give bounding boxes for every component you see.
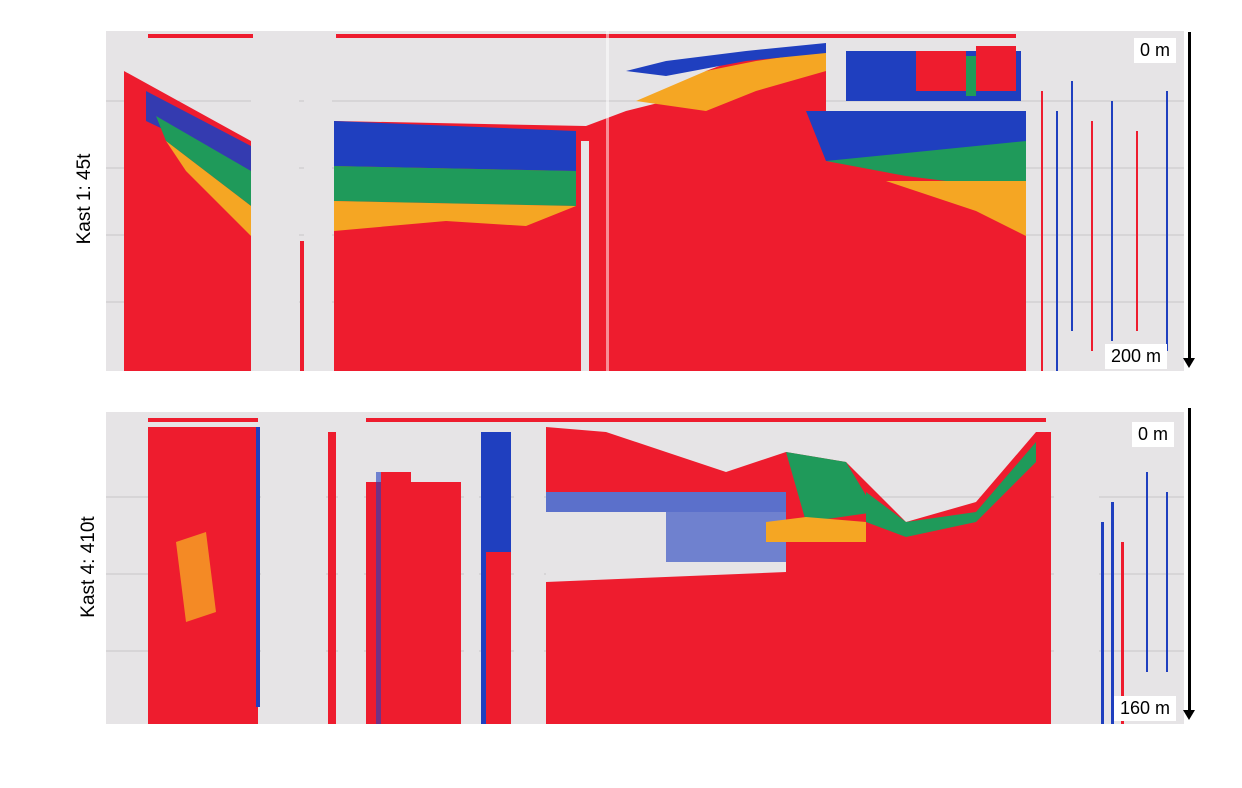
panel-2-depth-bottom: 160 m bbox=[1114, 696, 1177, 721]
panel-2-depth-arrow-head bbox=[1183, 710, 1195, 720]
panel-1-depth-arrow bbox=[1188, 32, 1191, 360]
echogram-panel-2 bbox=[106, 412, 1184, 724]
echogram-panel-1 bbox=[106, 31, 1184, 371]
panel-2-depth-arrow bbox=[1188, 408, 1191, 712]
echogram-1 bbox=[106, 31, 1184, 371]
panel-1-depth-top: 0 m bbox=[1134, 38, 1177, 63]
panel-1-label: Kast 1: 45t bbox=[74, 153, 95, 245]
panel-2-depth-top: 0 m bbox=[1132, 422, 1175, 447]
panel-2-label: Kast 4: 410t bbox=[78, 516, 99, 618]
echogram-2 bbox=[106, 412, 1184, 724]
panel-1-depth-bottom: 200 m bbox=[1105, 344, 1168, 369]
panel-1-depth-arrow-head bbox=[1183, 358, 1195, 368]
